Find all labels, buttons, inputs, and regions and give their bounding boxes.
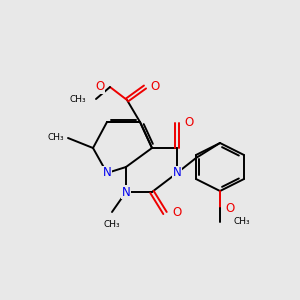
Text: O: O: [95, 80, 105, 94]
Text: CH₃: CH₃: [104, 220, 120, 229]
Text: N: N: [172, 167, 182, 179]
Text: CH₃: CH₃: [69, 94, 86, 103]
Text: O: O: [184, 116, 194, 130]
Text: O: O: [225, 202, 235, 214]
Text: O: O: [150, 80, 160, 94]
Text: O: O: [172, 206, 182, 220]
Text: N: N: [122, 185, 130, 199]
Text: N: N: [103, 167, 111, 179]
Text: CH₃: CH₃: [47, 134, 64, 142]
Text: CH₃: CH₃: [234, 218, 250, 226]
